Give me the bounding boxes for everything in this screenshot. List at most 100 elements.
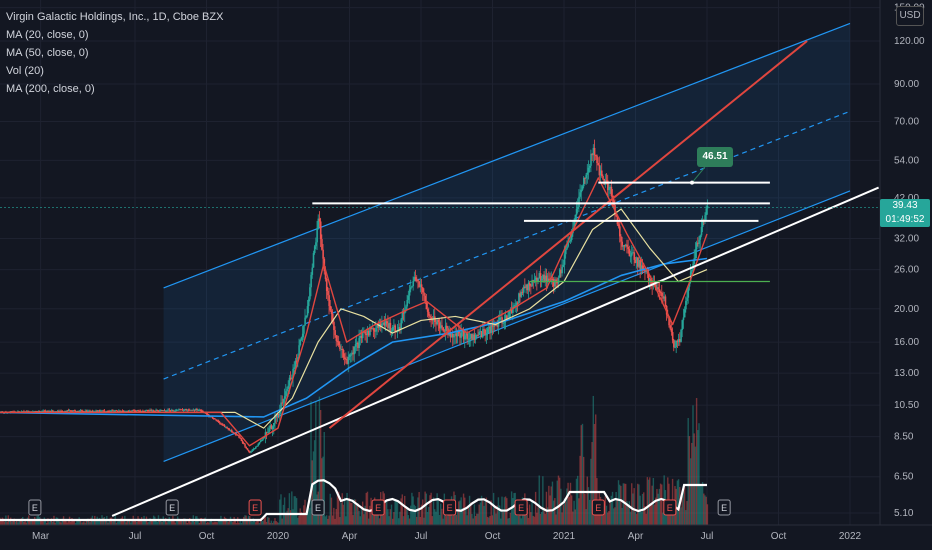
- candle-body: [309, 287, 311, 300]
- volume-bar: [688, 436, 691, 525]
- candle-body: [537, 278, 539, 282]
- volume-bar: [43, 517, 46, 525]
- volume-bar: [662, 512, 664, 525]
- earnings-marker-box[interactable]: [28, 499, 42, 516]
- candle-body: [325, 279, 328, 292]
- earnings-marker[interactable]: E: [663, 499, 677, 516]
- volume-bar: [300, 511, 303, 525]
- volume-bar: [336, 494, 339, 525]
- ma20-line: [0, 177, 708, 447]
- volume-bar: [303, 505, 305, 525]
- candle-body: [466, 333, 469, 339]
- candle-body: [644, 269, 646, 272]
- candle-body: [521, 291, 524, 293]
- candle-body: [190, 409, 192, 411]
- candle-body: [599, 170, 602, 176]
- price-tick-label: 20.00: [894, 304, 919, 315]
- candle-body: [47, 411, 49, 413]
- candle-body: [704, 215, 706, 221]
- volume-bar: [84, 522, 86, 525]
- candle-body: [472, 334, 475, 340]
- candle-body: [72, 410, 75, 412]
- candle-body: [50, 410, 53, 412]
- volume-bar: [422, 499, 424, 525]
- candle-body: [662, 296, 664, 299]
- earnings-marker-box[interactable]: [371, 499, 385, 516]
- legend-ma200[interactable]: MA (200, close, 0): [6, 83, 95, 95]
- candle-body: [89, 410, 91, 412]
- volume-bar: [384, 500, 387, 525]
- candle-body: [566, 246, 568, 250]
- earnings-marker[interactable]: E: [248, 499, 262, 516]
- earnings-marker[interactable]: E: [443, 499, 457, 516]
- volume-bar: [175, 520, 178, 525]
- volume-bar: [461, 508, 464, 525]
- legend-vol[interactable]: Vol (20): [6, 65, 44, 77]
- candle-body: [198, 409, 201, 411]
- candle-body: [506, 315, 508, 319]
- candle-body: [42, 410, 45, 412]
- earnings-marker-box[interactable]: [311, 499, 325, 516]
- volume-bar: [531, 501, 533, 525]
- volume-bar: [533, 516, 536, 525]
- volume-bar: [402, 516, 405, 525]
- candle-body: [84, 410, 87, 412]
- earnings-marker[interactable]: E: [371, 499, 385, 516]
- candle-body: [379, 323, 382, 327]
- candle-body: [88, 410, 90, 412]
- price-target-callout[interactable]: 46.51: [697, 147, 733, 167]
- candle-body: [112, 410, 114, 412]
- candle-body: [561, 266, 563, 274]
- volume-bar: [319, 409, 322, 525]
- volume-bar: [539, 513, 542, 525]
- volume-bar: [108, 519, 110, 525]
- candle-body: [647, 272, 650, 283]
- candle-body: [670, 328, 673, 333]
- candle-body: [359, 335, 362, 338]
- volume-bar: [335, 509, 337, 525]
- earnings-marker[interactable]: E: [514, 499, 528, 516]
- volume-bar: [502, 512, 504, 525]
- earnings-marker-box[interactable]: [663, 499, 677, 516]
- volume-bar: [396, 501, 399, 525]
- candle-body: [576, 207, 579, 209]
- candle-body: [301, 333, 304, 338]
- earnings-marker-box[interactable]: [443, 499, 457, 516]
- candle-body: [686, 297, 688, 302]
- candle-body: [335, 335, 338, 341]
- volume-bar: [241, 519, 244, 525]
- candle-body: [291, 377, 293, 380]
- volume-bar: [17, 522, 19, 525]
- volume-bar: [513, 493, 515, 525]
- currency-button[interactable]: USD: [896, 6, 924, 26]
- volume-bar: [197, 518, 199, 525]
- volume-bar: [208, 522, 210, 525]
- candle-body: [575, 208, 578, 215]
- volume-bar: [492, 492, 495, 525]
- candle-body: [300, 337, 303, 340]
- volume-bar: [321, 458, 323, 525]
- volume-bar: [226, 519, 228, 525]
- volume-bar: [55, 517, 58, 525]
- earnings-marker-box[interactable]: [248, 499, 262, 516]
- candle-body: [492, 325, 495, 327]
- legend-ma20[interactable]: MA (20, close, 0): [6, 29, 89, 41]
- earnings-marker-box[interactable]: [165, 499, 179, 516]
- candle-body: [220, 423, 222, 425]
- earnings-marker[interactable]: E: [165, 499, 179, 516]
- candle-body: [435, 321, 437, 325]
- legend-ma50[interactable]: MA (50, close, 0): [6, 47, 89, 59]
- earnings-marker-box[interactable]: [591, 499, 605, 516]
- candle-body: [416, 279, 418, 281]
- volume-bar: [597, 510, 599, 525]
- volume-bar: [500, 518, 502, 525]
- candle-body: [95, 410, 97, 412]
- volume-bar: [275, 520, 277, 525]
- earnings-marker[interactable]: E: [28, 499, 42, 516]
- earnings-marker[interactable]: E: [311, 499, 325, 516]
- volume-bar: [595, 414, 597, 525]
- earnings-marker-box[interactable]: [514, 499, 528, 516]
- earnings-marker[interactable]: E: [591, 499, 605, 516]
- volume-bar: [191, 519, 193, 525]
